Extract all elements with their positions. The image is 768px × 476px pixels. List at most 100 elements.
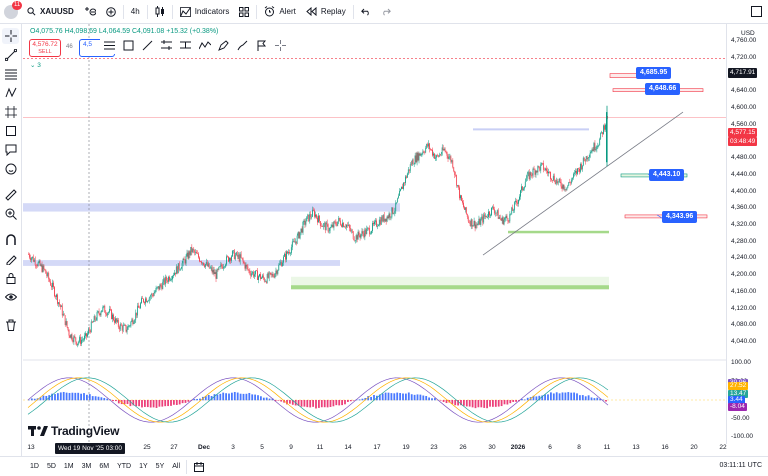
candle-body (83, 339, 84, 341)
trend-line-icon (4, 49, 17, 61)
fib-tool[interactable] (2, 66, 19, 82)
candle-body (172, 276, 173, 280)
hide-drawings-tool[interactable] (2, 289, 19, 305)
pattern-tool[interactable] (2, 85, 19, 101)
range-button[interactable]: 1M (63, 463, 74, 470)
undo-button[interactable] (356, 0, 376, 24)
candle-body (605, 124, 606, 130)
osc-histogram-bar (187, 400, 190, 402)
price-axis[interactable]: USD 4,760.004,720.004,680.004,640.004,60… (726, 24, 768, 444)
candle-body (499, 216, 501, 219)
drawbar-rectangle-button[interactable] (119, 37, 138, 53)
drawbar-range-button[interactable] (176, 37, 195, 53)
compare-button[interactable] (79, 0, 101, 24)
candle-body (273, 276, 275, 278)
price-callout[interactable]: 4,685.95 (636, 67, 672, 79)
candle-body (504, 218, 506, 220)
price-chart[interactable] (23, 24, 726, 444)
candle-body (112, 314, 113, 319)
range-button[interactable]: 1Y (139, 463, 148, 470)
drawbar-flag-button[interactable] (252, 37, 271, 53)
candle-body (123, 325, 125, 326)
candle-body (512, 207, 514, 211)
magnet-tool[interactable] (2, 232, 19, 248)
osc-histogram-bar (135, 400, 138, 407)
price-axis-label: 4,440.00 (731, 170, 757, 178)
icon-tool[interactable] (2, 161, 19, 177)
layouts-button[interactable] (234, 0, 254, 24)
price-axis-label: 4,080.00 (731, 321, 757, 329)
candle-body (463, 202, 464, 208)
grid-icon (239, 6, 250, 17)
drawbar-lines-button[interactable] (100, 37, 119, 53)
crosshair-tool[interactable] (2, 28, 19, 44)
candle-body (341, 224, 342, 227)
drawbar-crosshair-button[interactable] (271, 37, 290, 53)
lock-drawing-tool[interactable] (2, 251, 19, 267)
range-button[interactable]: 5D (46, 463, 56, 470)
alert-button[interactable]: Alert (259, 0, 300, 24)
price-callout[interactable]: 4,648.66 (645, 83, 681, 95)
candle-body (294, 241, 296, 243)
candle-body (407, 169, 409, 174)
add-symbol-button[interactable] (101, 0, 121, 24)
candle-body (384, 218, 386, 222)
interval-button[interactable]: 4h (126, 0, 145, 24)
candle-body (386, 216, 388, 222)
candle-body (449, 156, 451, 158)
maximize-icon[interactable] (751, 6, 762, 17)
candle-body (189, 251, 191, 255)
drawbar-brush-button[interactable] (233, 37, 252, 53)
candle-body (260, 277, 262, 279)
range-button[interactable]: 3M (81, 463, 92, 470)
drawbar-pen-button[interactable] (214, 37, 233, 53)
symbol-search-button[interactable]: XAUUSD (22, 0, 79, 24)
candle-body (565, 189, 567, 191)
lock-all-tool[interactable] (2, 270, 19, 286)
osc-histogram-bar (579, 395, 581, 401)
drawbar-channel-button[interactable] (157, 37, 176, 53)
candle-body (209, 267, 211, 269)
price-axis-label: 4,640.00 (731, 87, 757, 95)
candle-body (230, 258, 231, 261)
chart-type-button[interactable] (150, 0, 170, 24)
redo-button[interactable] (376, 0, 396, 24)
measure-tool[interactable] (2, 187, 19, 203)
candle-body (559, 178, 561, 182)
osc-histogram-bar (428, 397, 430, 401)
sell-button[interactable]: 4,576.72 SELL (29, 39, 61, 57)
osc-histogram-bar (265, 397, 268, 401)
indicator-toggle[interactable]: ⌄ 3 (30, 61, 41, 69)
candle-body (146, 301, 148, 303)
text-tool[interactable] (2, 142, 19, 158)
delete-drawings-tool[interactable] (2, 317, 19, 333)
zoom-tool[interactable] (2, 206, 19, 222)
candle-body (143, 298, 144, 303)
candle-body (167, 280, 168, 282)
trend-line-tool[interactable] (2, 47, 19, 63)
range-button[interactable]: 1D (30, 463, 39, 470)
time-axis[interactable]: 13192527Dec35911141719232630202668111316… (23, 444, 726, 456)
range-button[interactable]: YTD (117, 463, 132, 470)
price-callout[interactable]: 4,343.96 (662, 211, 698, 223)
range-button[interactable]: All (172, 463, 181, 470)
candle-body (295, 241, 297, 244)
range-button[interactable]: 5Y (155, 463, 165, 470)
forecast-tool[interactable] (2, 104, 19, 120)
drawbar-path-button[interactable] (195, 37, 214, 53)
range-button[interactable]: 6M (99, 463, 110, 470)
date-range-button[interactable] (189, 455, 209, 476)
avatar[interactable]: 11 (4, 0, 23, 19)
candle-body (392, 207, 394, 214)
replay-button[interactable]: Replay (301, 0, 351, 24)
utc-clock[interactable]: 03:11:11 UTC (719, 462, 762, 469)
candle-body (78, 341, 80, 344)
candle-body (600, 132, 602, 140)
indicators-button[interactable]: Indicators (175, 0, 235, 24)
drawbar-line-button[interactable] (138, 37, 157, 53)
osc-histogram-bar (509, 400, 512, 404)
price-callout[interactable]: 4,443.10 (649, 169, 685, 181)
candle-body (461, 195, 462, 201)
shapes-tool[interactable] (2, 123, 19, 139)
candle-body (71, 334, 73, 341)
